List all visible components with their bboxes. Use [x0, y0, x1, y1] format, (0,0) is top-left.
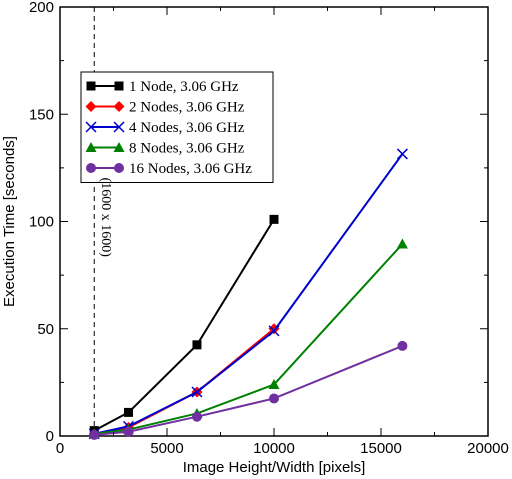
series-layer	[88, 148, 408, 440]
series-2	[88, 323, 280, 440]
data-point	[192, 340, 202, 350]
legend-marker	[85, 142, 97, 152]
legend-label: 16 Nodes, 3.06 GHz	[129, 161, 252, 177]
legend-marker	[86, 81, 96, 91]
x-tick-label: 0	[56, 440, 64, 457]
data-point	[396, 148, 408, 160]
legend-item: 2 Nodes, 3.06 GHz	[85, 100, 245, 116]
annotation-label: (1600 x 1600)	[98, 178, 113, 258]
axes-layer: 0 5000 10000 15000 20000 0 50 100 150 200	[29, 0, 509, 457]
legend-item: 16 Nodes, 3.06 GHz	[86, 161, 252, 177]
series-3	[88, 148, 408, 440]
y-axis-title: Execution Time [seconds]	[1, 136, 18, 307]
series-line	[94, 327, 275, 435]
data-point	[191, 386, 203, 398]
legend-marker	[85, 121, 97, 133]
series-1	[89, 214, 279, 436]
series-line	[93, 218, 275, 432]
data-point	[191, 411, 202, 422]
legend-label: 1 Node, 3.06 GHz	[129, 79, 239, 95]
y-tick-label: 150	[29, 106, 54, 123]
legend-label: 2 Nodes, 3.06 GHz	[129, 100, 245, 116]
x-tick-label: 15000	[360, 440, 402, 457]
data-point	[268, 325, 280, 337]
data-point	[269, 393, 279, 404]
y-tick-label: 0	[46, 428, 54, 445]
data-point	[268, 379, 280, 390]
legend-item: 8 Nodes, 3.06 GHz	[85, 141, 245, 157]
legend: 1 Node, 3.06 GHz 2 Nodes, 3.06 GHz 4 Nodes…	[80, 71, 274, 183]
data-point	[123, 426, 134, 437]
series-4	[88, 238, 408, 439]
x-tick-label: 10000	[253, 440, 295, 457]
data-point	[397, 340, 408, 351]
legend-marker	[86, 163, 96, 173]
legend-label: 4 Nodes, 3.06 GHz	[129, 120, 245, 136]
legend-marker	[113, 101, 125, 112]
legend-marker	[113, 121, 125, 133]
legend-label: 8 Nodes, 3.06 GHz	[129, 141, 245, 157]
legend-item: 4 Nodes, 3.06 GHz	[85, 120, 245, 136]
legend-marker	[114, 163, 124, 173]
x-tick-label: 20000	[467, 440, 509, 457]
data-point	[123, 407, 133, 417]
legend-item: 1 Node, 3.06 GHz	[86, 79, 239, 95]
legend-marker	[114, 81, 124, 91]
data-point	[396, 238, 408, 249]
y-tick-label: 50	[37, 321, 54, 338]
x-tick-label: 5000	[150, 440, 183, 457]
data-point	[269, 214, 279, 224]
legend-marker	[85, 101, 97, 112]
y-tick-label: 100	[29, 214, 54, 231]
legend-marker	[113, 142, 125, 152]
data-point	[89, 429, 100, 440]
y-tick-label: 200	[29, 0, 54, 16]
series-5	[89, 340, 408, 440]
x-axis-title: Image Height/Width [pixels]	[183, 459, 366, 476]
